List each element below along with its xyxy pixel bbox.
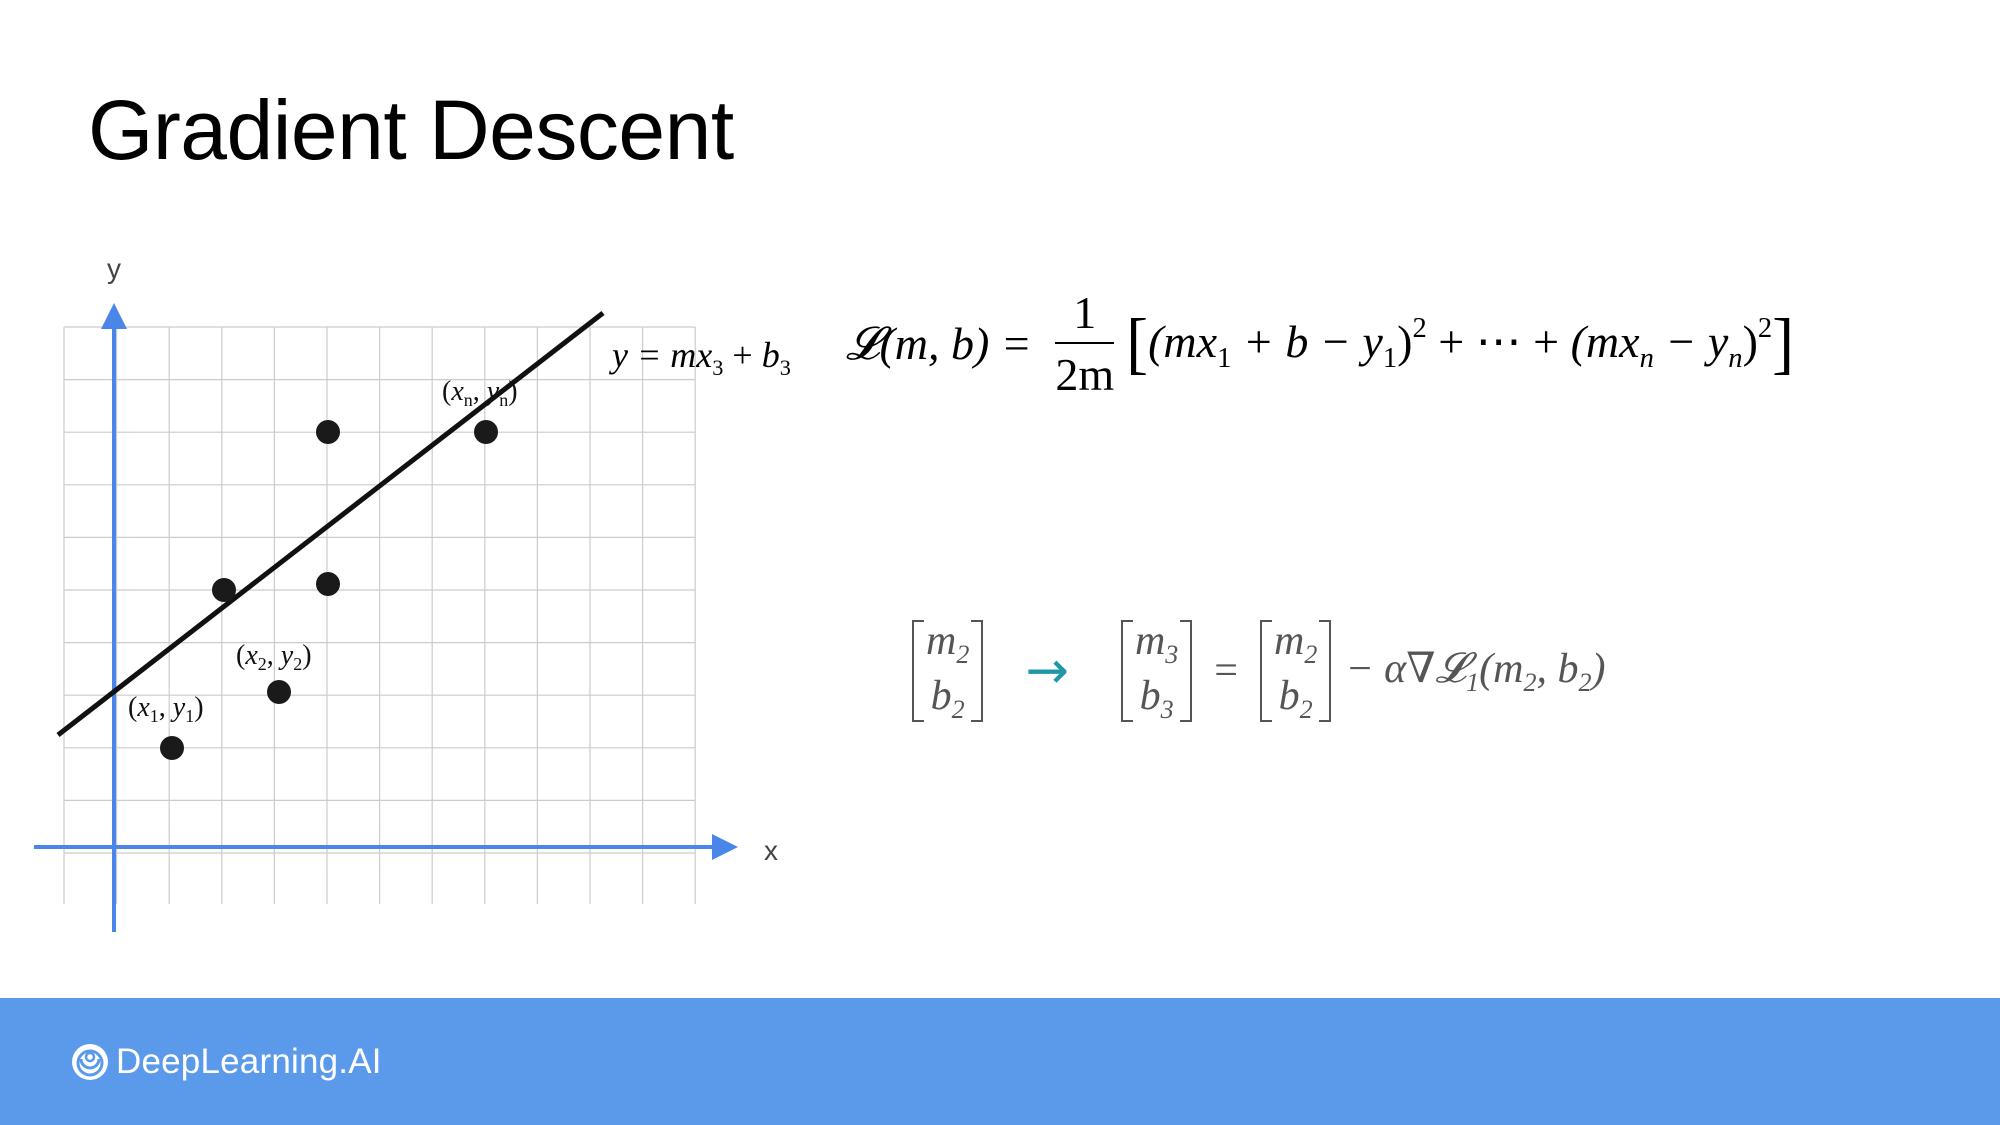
- fraction-denominator: 2m: [1055, 349, 1115, 400]
- x-axis-arrowhead: [712, 834, 738, 860]
- line-eq-lhs: y = m: [612, 335, 697, 375]
- data-point: [160, 736, 184, 760]
- old-parameter-vector: m2 b2: [912, 616, 984, 726]
- new-parameter-vector: m3 b3: [1120, 616, 1193, 726]
- y-axis-label: y: [107, 253, 121, 284]
- loss-lhs: 𝓛(m, b) =: [846, 317, 1044, 369]
- current-parameter-vector: m2 b2: [1259, 616, 1332, 726]
- fraction-numerator: 1: [1073, 287, 1097, 338]
- plot-grid: [63, 326, 696, 904]
- y-axis: [101, 303, 127, 932]
- gradient-term: − α∇𝓛1(m2, b2): [1345, 646, 1606, 698]
- fraction-bar: [1055, 342, 1115, 344]
- data-point: [316, 420, 340, 444]
- y-axis-arrowhead: [101, 303, 127, 329]
- loss-sum: (mx1 + b − y1)2 + ⋯ + (mxn − yn)2: [1148, 313, 1773, 374]
- x-axis-label: x: [764, 835, 778, 866]
- data-point: [316, 572, 340, 596]
- data-point: [212, 578, 236, 602]
- right-arrow-icon: →: [1025, 640, 1069, 701]
- x-axis: [34, 834, 738, 860]
- data-point: [267, 680, 291, 704]
- deeplearning-logo-icon: [72, 1044, 108, 1080]
- brand-name: DeepLearning.AI: [116, 1042, 382, 1081]
- point-label-1: (x1, y1): [128, 692, 204, 726]
- loss-close-bracket: ]: [1772, 305, 1795, 382]
- loss-open-bracket: [: [1126, 305, 1149, 382]
- data-points: [160, 420, 498, 760]
- footer-bar: [0, 998, 2000, 1125]
- line-equation: y = mx3 + b3: [612, 335, 791, 380]
- scatter-plot: y x (x1, y1) (x2, y2) (xn, yn): [34, 253, 778, 932]
- loss-function: 𝓛(m, b) = 1 2m [ (mx1 + b − y1)2 + ⋯ + (…: [846, 290, 1794, 398]
- loss-fraction: 1 2m: [1055, 287, 1115, 400]
- brand-logo: DeepLearning.AI: [70, 1040, 382, 1084]
- slide-title: Gradient Descent: [88, 83, 734, 177]
- regression-line: [56, 311, 605, 737]
- data-point: [474, 420, 498, 444]
- equals-sign: =: [1214, 647, 1238, 694]
- update-rule: m2 b2 → m3 b3 = m2 b2 − α∇𝓛1(m2, b2): [906, 616, 1605, 726]
- point-label-n: (xn, yn): [442, 376, 518, 410]
- point-label-2: (x2, y2): [236, 640, 312, 674]
